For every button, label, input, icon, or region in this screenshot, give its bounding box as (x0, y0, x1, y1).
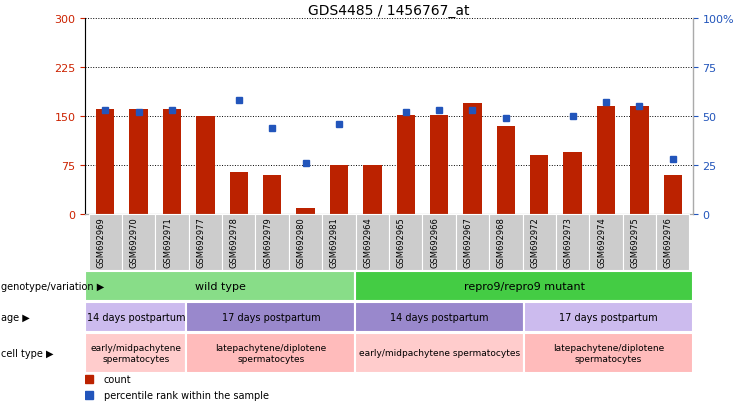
Text: latepachytene/diplotene
spermatocytes: latepachytene/diplotene spermatocytes (553, 344, 664, 363)
Text: GSM692967: GSM692967 (463, 216, 473, 267)
Bar (289, 215, 322, 271)
Text: GSM692965: GSM692965 (396, 216, 406, 267)
Bar (355, 271, 693, 301)
Text: repro9/repro9 mutant: repro9/repro9 mutant (464, 281, 585, 291)
Text: genotype/variation ▶: genotype/variation ▶ (1, 281, 104, 291)
Bar (430, 115, 448, 215)
Text: wild type: wild type (195, 281, 246, 291)
Bar (389, 215, 422, 271)
Bar (597, 107, 615, 215)
Bar (422, 215, 456, 271)
Bar (163, 110, 182, 215)
Bar (85, 333, 187, 373)
Bar (656, 215, 689, 271)
Text: 14 days postpartum: 14 days postpartum (391, 312, 489, 322)
Bar (96, 110, 114, 215)
Bar (89, 215, 122, 271)
Text: GSM692966: GSM692966 (430, 216, 439, 267)
Bar (256, 215, 289, 271)
Text: GSM692973: GSM692973 (564, 216, 573, 267)
Text: age ▶: age ▶ (1, 312, 30, 322)
Bar (222, 215, 256, 271)
Bar (556, 215, 589, 271)
Bar (396, 115, 415, 215)
Bar (589, 215, 622, 271)
Bar (196, 116, 215, 215)
Bar (85, 271, 355, 301)
Text: 17 days postpartum: 17 days postpartum (559, 312, 658, 322)
Text: GSM692980: GSM692980 (296, 216, 305, 267)
Text: GSM692981: GSM692981 (330, 216, 339, 267)
Text: early/midpachytene
spermatocytes: early/midpachytene spermatocytes (90, 344, 182, 363)
Text: GSM692969: GSM692969 (96, 216, 105, 267)
Bar (456, 215, 489, 271)
Bar (363, 166, 382, 215)
Bar (187, 333, 355, 373)
Bar (622, 215, 656, 271)
Bar (230, 172, 248, 215)
Text: GSM692972: GSM692972 (531, 216, 539, 267)
Bar (330, 166, 348, 215)
Text: 14 days postpartum: 14 days postpartum (87, 312, 185, 322)
Text: GSM692970: GSM692970 (130, 216, 139, 267)
Text: GSM692968: GSM692968 (497, 216, 506, 267)
Bar (322, 215, 356, 271)
Text: GSM692971: GSM692971 (163, 216, 172, 267)
Text: GSM692964: GSM692964 (363, 216, 372, 267)
Text: latepachytene/diplotene
spermatocytes: latepachytene/diplotene spermatocytes (215, 344, 327, 363)
Bar (355, 333, 524, 373)
Bar (631, 107, 648, 215)
Bar (189, 215, 222, 271)
Bar (496, 126, 515, 215)
Bar (463, 104, 482, 215)
Bar (263, 176, 282, 215)
Text: GSM692977: GSM692977 (196, 216, 205, 267)
Bar (524, 302, 693, 332)
Bar (489, 215, 522, 271)
Text: GSM692975: GSM692975 (631, 216, 639, 267)
Title: GDS4485 / 1456767_at: GDS4485 / 1456767_at (308, 4, 470, 18)
Bar (356, 215, 389, 271)
Text: count: count (104, 375, 131, 385)
Bar (296, 208, 315, 215)
Bar (122, 215, 156, 271)
Text: 17 days postpartum: 17 days postpartum (222, 312, 320, 322)
Bar (187, 302, 355, 332)
Text: GSM692978: GSM692978 (230, 216, 239, 267)
Bar (664, 176, 682, 215)
Bar (522, 215, 556, 271)
Bar (355, 302, 524, 332)
Bar (156, 215, 189, 271)
Bar (524, 333, 693, 373)
Text: GSM692974: GSM692974 (597, 216, 606, 267)
Bar (530, 156, 548, 215)
Text: cell type ▶: cell type ▶ (1, 348, 54, 358)
Bar (130, 110, 147, 215)
Bar (85, 302, 187, 332)
Text: early/midpachytene spermatocytes: early/midpachytene spermatocytes (359, 349, 520, 358)
Text: GSM692979: GSM692979 (263, 216, 272, 267)
Text: percentile rank within the sample: percentile rank within the sample (104, 390, 268, 401)
Text: GSM692976: GSM692976 (664, 216, 673, 267)
Bar (563, 153, 582, 215)
